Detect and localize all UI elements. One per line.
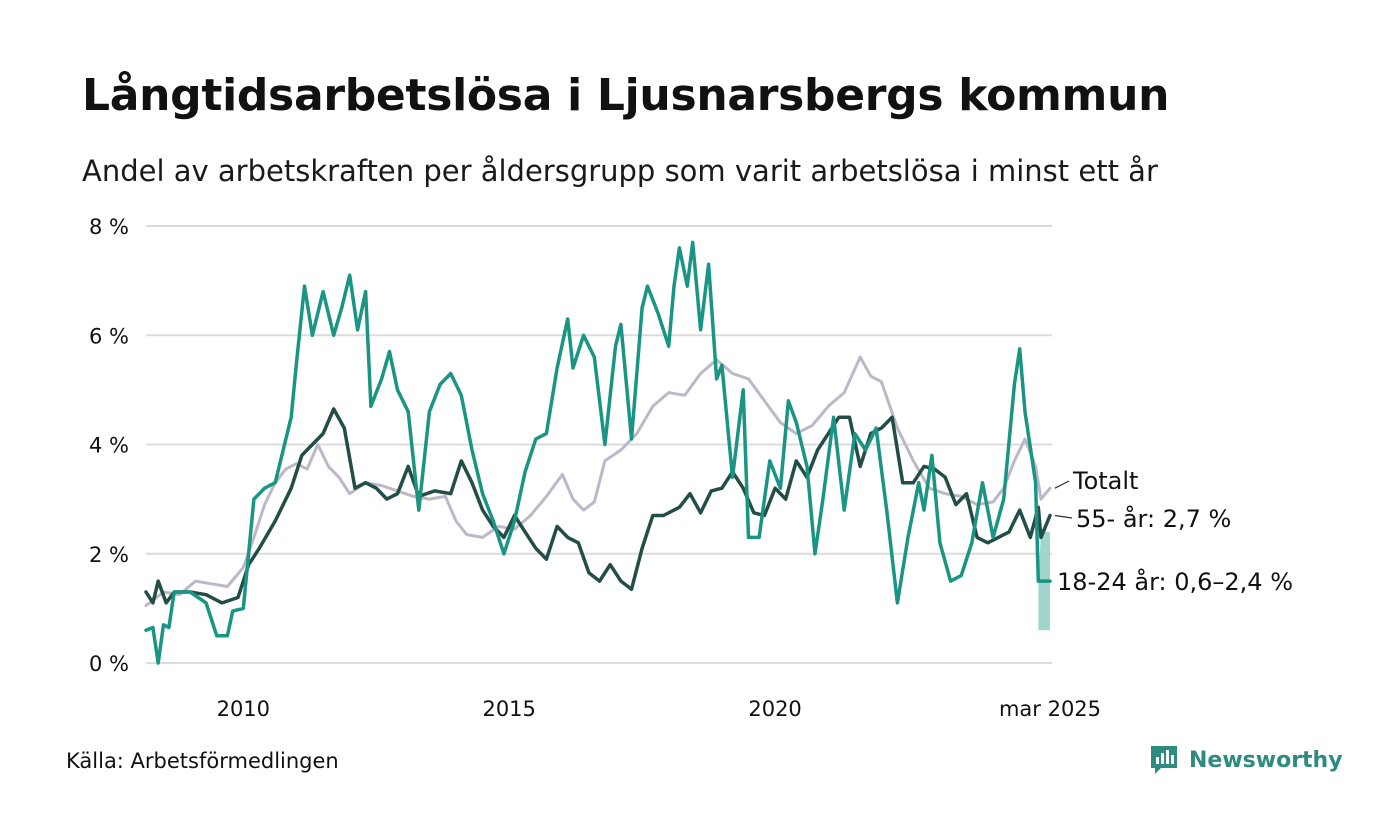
- brand-name: Newsworthy: [1189, 747, 1343, 773]
- y-tick-label: 4 %: [89, 434, 129, 458]
- y-tick-label: 8 %: [89, 215, 129, 239]
- grid-lines: [146, 225, 1052, 664]
- y-tick-label: 2 %: [89, 543, 129, 567]
- series-label: Totalt: [1072, 467, 1138, 495]
- x-tick-label: 2015: [482, 697, 535, 721]
- label-leader: [1054, 514, 1073, 519]
- series-label: 55- år: 2,7 %: [1076, 504, 1231, 533]
- y-tick-label: 0 %: [89, 652, 129, 676]
- newsworthy-bar-chart-icon: [1151, 746, 1177, 774]
- series-line-18-24-r: [144, 240, 1052, 665]
- x-tick-label: 2020: [748, 697, 801, 721]
- brand-logo: Newsworthy: [1149, 744, 1343, 776]
- series-line-55-r: [144, 407, 1052, 605]
- label-leader: [1054, 480, 1070, 489]
- series-label: 18-24 år: 0,6–2,4 %: [1057, 567, 1293, 596]
- source-note: Källa: Arbetsförmedlingen: [66, 749, 339, 773]
- page-title: Långtidsarbetslösa i Ljusnarsbergs kommu…: [82, 70, 1170, 121]
- x-axis: 2010 2015 2020 mar 2025: [217, 697, 1101, 721]
- series-line-totalt: [144, 355, 1052, 608]
- chart-subtitle: Andel av arbetskraften per åldersgrupp s…: [82, 154, 1158, 188]
- y-axis: 0 % 2 % 4 % 6 % 8 %: [89, 215, 129, 676]
- x-tick-label: mar 2025: [999, 697, 1101, 721]
- y-tick-label: 6 %: [89, 324, 129, 348]
- series-labels: Totalt 55- år: 2,7 % 18-24 år: 0,6–2,4 %: [1054, 467, 1293, 596]
- x-tick-label: 2010: [217, 697, 270, 721]
- series-lines: [144, 240, 1052, 665]
